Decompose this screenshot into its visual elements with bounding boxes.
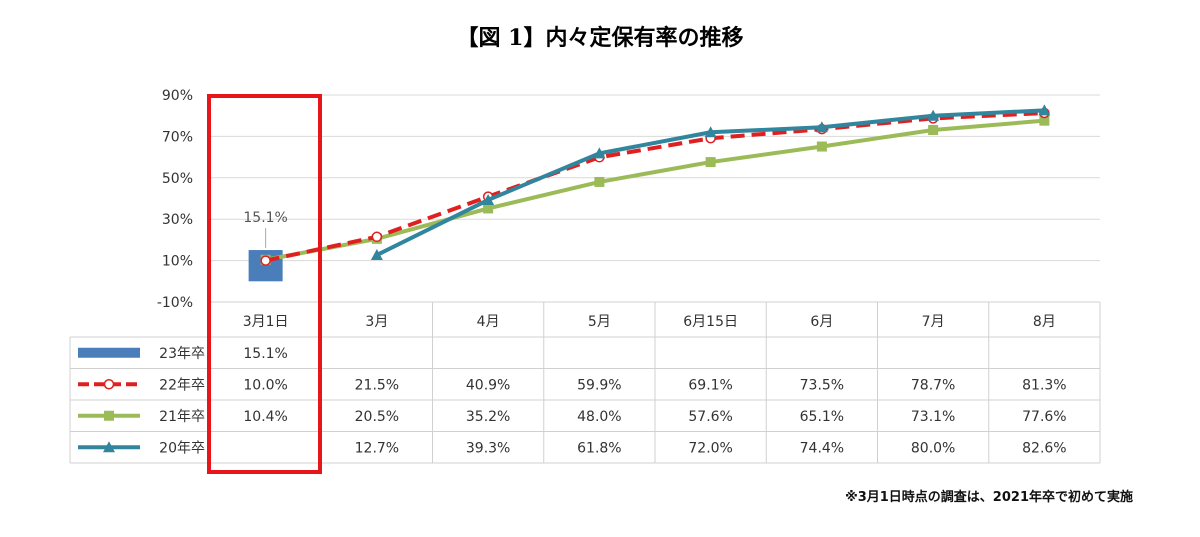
table-cell-value: 74.4%: [800, 440, 844, 456]
data-point: [483, 203, 494, 214]
highlight-box: [207, 94, 322, 474]
series-line: [265, 118, 1045, 262]
y-tick-label: 10%: [162, 254, 193, 270]
legend-key-marker: [103, 379, 115, 390]
table-cell-value: 48.0%: [577, 409, 621, 425]
data-point: [482, 193, 495, 205]
data-point: [1038, 104, 1051, 116]
data-point: [593, 147, 606, 159]
plot-area: 15.1%: [207, 94, 1051, 474]
table-cell-value: 12.7%: [355, 440, 399, 456]
table-cell-value: 82.6%: [1022, 440, 1066, 456]
table-cell-value: 80.0%: [911, 440, 955, 456]
data-point: [1039, 115, 1050, 126]
x-tick-label: 3月1日: [243, 314, 289, 330]
table-cell-value: 81.3%: [1022, 377, 1066, 393]
y-tick-label: -10%: [157, 295, 193, 311]
table-cell-value: 72.0%: [688, 440, 732, 456]
table-cell-value: 15.1%: [243, 346, 287, 362]
x-tick-label: 5月: [588, 314, 611, 330]
legend-key-marker: [104, 410, 114, 421]
y-tick-label: 30%: [162, 212, 193, 228]
table-cell-value: 61.8%: [577, 440, 621, 456]
table-cell-value: 65.1%: [800, 409, 844, 425]
table-cell-value: 59.9%: [577, 377, 621, 393]
table-cell-value: 20.5%: [355, 409, 399, 425]
table-cell-value: 40.9%: [466, 377, 510, 393]
data-point: [928, 124, 939, 135]
footnote: ※3月1日時点の調査は、2021年卒で初めて実施: [845, 489, 1133, 505]
table-cell-value: 39.3%: [466, 440, 510, 456]
table-cell-value: 69.1%: [688, 377, 732, 393]
x-tick-label: 8月: [1033, 314, 1056, 330]
grid: [210, 94, 1100, 262]
chart-title: 【図 1】内々定保有率の推移: [457, 25, 744, 51]
data-point: [927, 109, 940, 121]
legend-label: 20年卒: [159, 440, 205, 456]
annotation-label: 15.1%: [243, 210, 287, 226]
table-cell-value: 73.1%: [911, 409, 955, 425]
y-tick-label: 70%: [162, 129, 193, 145]
data-point: [370, 249, 383, 261]
y-tick-label: 90%: [162, 88, 193, 104]
x-tick-label: 4月: [477, 314, 500, 330]
y-axis: 90% 70% 50% 30% 10% -10%: [157, 88, 193, 311]
legend-key-marker: [103, 441, 115, 453]
legend-label: 21年卒: [159, 409, 205, 425]
table-cell-value: 57.6%: [688, 409, 732, 425]
data-point: [704, 126, 717, 138]
x-tick-label: 6月15日: [683, 314, 738, 330]
table-cell-value: 35.2%: [466, 409, 510, 425]
series-line: [265, 111, 1045, 263]
x-tick-label: 6月: [810, 314, 833, 330]
legend-label: 22年卒: [159, 377, 205, 393]
data-point: [371, 231, 383, 243]
y-tick-label: 50%: [162, 171, 193, 187]
x-tick-label: 7月: [922, 314, 945, 330]
table-cell-value: 78.7%: [911, 377, 955, 393]
data-point: [260, 255, 271, 266]
data-point: [705, 157, 716, 168]
data-point: [816, 141, 827, 152]
data-table: 3月1日 3月 4月 5月 6月15日 6月 7月 8月 23年卒 15.1% 22年卒 10.0% 2…: [69, 301, 1101, 464]
table-cell-value: 73.5%: [800, 377, 844, 393]
table-cell-value: 10.0%: [243, 377, 287, 393]
x-tick-label: 3月: [365, 314, 388, 330]
legend-label: 23年卒: [159, 346, 205, 362]
legend-key-bar: [78, 347, 140, 358]
data-point: [594, 176, 605, 187]
data-point: [815, 121, 828, 133]
table-cell-value: 77.6%: [1022, 409, 1066, 425]
table-cell-value: 10.4%: [243, 409, 287, 425]
table-cell-value: 21.5%: [355, 377, 399, 393]
